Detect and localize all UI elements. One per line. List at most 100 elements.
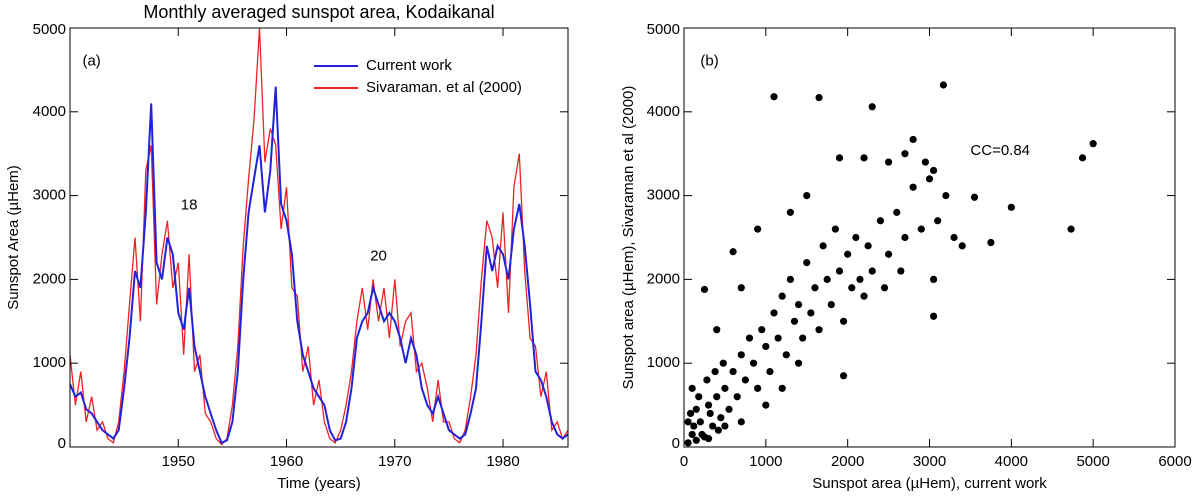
scatter-point: [864, 242, 872, 250]
scatter-point: [770, 309, 778, 317]
scatter-point: [1089, 140, 1097, 148]
scatter-point: [860, 292, 868, 300]
scatter-point: [714, 426, 722, 434]
scatter-point: [1078, 154, 1087, 162]
plot-frame: [683, 27, 1176, 448]
scatter-point: [745, 334, 754, 342]
scatter-point: [831, 225, 839, 233]
scatter-point: [786, 208, 794, 216]
scatter-point: [704, 435, 713, 443]
scatter-point: [893, 208, 901, 216]
scatter-point: [766, 367, 774, 376]
scatter-point: [703, 376, 711, 384]
scatter-point: [917, 225, 925, 233]
x-tick-label: 5000: [1076, 453, 1109, 470]
y-tick-label: 0: [672, 435, 680, 452]
scatter-point: [709, 422, 717, 430]
legend-label: Sivaraman. et al (2000): [366, 79, 522, 96]
y-tick-label: 2000: [647, 270, 680, 287]
scatter-point: [778, 384, 786, 392]
scatter-point: [706, 409, 714, 418]
scatter-point: [958, 242, 966, 250]
x-axis-label: Time (years): [277, 475, 361, 492]
scatter-point: [729, 248, 737, 256]
scatter-point: [778, 292, 786, 300]
annotation: 18: [181, 197, 198, 214]
scatter-point: [868, 267, 876, 275]
scatter-point: [884, 158, 893, 166]
data-line: [70, 86, 568, 445]
scatter-point: [970, 193, 979, 201]
scatter-point: [839, 372, 848, 380]
scatter-point: [711, 367, 719, 376]
scatter-point: [692, 405, 700, 413]
scatter-point: [754, 225, 762, 233]
x-tick-label: 4000: [995, 453, 1028, 470]
scatter-point: [688, 384, 696, 392]
scatter-point: [754, 384, 762, 392]
y-tick-label: 5000: [647, 21, 680, 38]
y-axis-label: Sunspot area (µHem), Sivaraman et al (20…: [620, 86, 637, 390]
x-tick-label: 1970: [378, 453, 411, 470]
scatter-point: [684, 439, 692, 447]
legend-label: Current work: [366, 57, 452, 74]
scatter-point: [737, 418, 745, 426]
scatter-point: [811, 284, 819, 292]
scatter-point: [717, 414, 725, 422]
scatter-point: [729, 367, 737, 376]
scatter-point: [782, 351, 790, 359]
scatter-point: [758, 326, 766, 334]
scatter-point: [835, 154, 844, 162]
scatter-point: [823, 275, 831, 283]
y-tick-label: 4000: [647, 103, 680, 120]
scatter-point: [794, 300, 803, 309]
scatter-point: [856, 275, 864, 283]
scatter-point: [925, 175, 934, 183]
scatter-point: [696, 418, 704, 426]
scatter-point: [704, 401, 713, 409]
x-tick-label: 6000: [1158, 453, 1191, 470]
scatter-point: [719, 359, 727, 367]
scatter-point: [950, 233, 958, 242]
scatter-point: [909, 135, 917, 144]
x-tick-label: 1960: [270, 453, 303, 470]
y-tick-label: 1000: [647, 354, 680, 371]
scatter-point: [815, 93, 823, 102]
scatter-point: [909, 183, 917, 191]
scatter-point: [786, 275, 794, 283]
scatter-point: [815, 326, 823, 334]
scatter-point: [934, 217, 942, 225]
y-axis-label: Sunspot Area (µHem): [5, 165, 22, 310]
scatter-point: [1067, 225, 1075, 233]
x-tick-label: 3000: [913, 453, 946, 470]
scatter-point: [695, 393, 703, 401]
scatter-point: [942, 192, 950, 200]
annotation: (b): [700, 52, 718, 69]
y-tick-label: 0: [58, 435, 66, 452]
scatter-point: [749, 359, 758, 367]
scatter-point: [835, 267, 844, 275]
scatter-point: [794, 359, 803, 367]
scatter-point: [929, 312, 938, 320]
scatter-point: [839, 317, 848, 325]
scatter-point: [688, 430, 696, 439]
scatter-point: [774, 334, 782, 342]
scatter-point: [929, 275, 938, 283]
scatter-point: [844, 250, 852, 258]
x-tick-label: 1000: [749, 453, 782, 470]
scatter-point: [700, 285, 709, 294]
scatter-point: [868, 103, 876, 111]
x-axis-label: Sunspot area (µHem), current work: [812, 475, 1047, 492]
scatter-point: [876, 217, 885, 225]
scatter-point: [897, 267, 905, 275]
scatter-point: [762, 401, 770, 409]
scatter-point: [921, 158, 930, 166]
scatter-point: [987, 238, 995, 247]
scatter-point: [880, 284, 889, 292]
scatter-point: [799, 334, 807, 342]
scatter-point: [901, 233, 909, 242]
y-tick-label: 5000: [33, 21, 66, 38]
annotation: (a): [82, 52, 100, 69]
x-tick-label: 0: [680, 453, 688, 470]
scatter-point: [684, 418, 692, 426]
